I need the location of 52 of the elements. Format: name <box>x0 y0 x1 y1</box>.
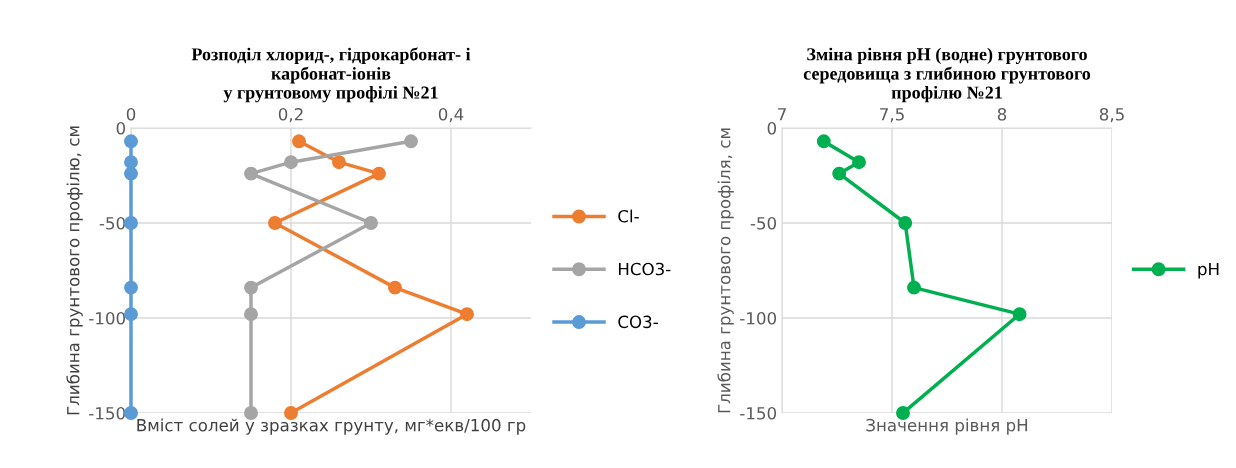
point <box>1012 307 1027 322</box>
point <box>124 280 138 295</box>
legend-label: HCO3- <box>618 262 671 276</box>
point <box>898 216 913 230</box>
legend-label: pH <box>1198 262 1219 279</box>
point <box>832 166 847 181</box>
y-tick-label: -150 <box>89 406 126 420</box>
point <box>284 406 298 420</box>
point <box>268 216 282 230</box>
point <box>124 134 138 149</box>
y-tick-label: 0 <box>116 121 126 135</box>
x-tick-label: 7,5 <box>880 108 904 123</box>
y-tick-label: -50 <box>750 216 777 230</box>
point <box>372 166 386 181</box>
x-tick-label: 8 <box>997 108 1007 121</box>
x-tick-label: 8,5 <box>1099 108 1124 123</box>
point <box>292 134 306 149</box>
x-tick-label: 7 <box>778 108 786 121</box>
point <box>460 307 474 322</box>
x-tick-label: 0 <box>126 108 136 121</box>
x-axis-title: Вміст солей у зразках грунту, мг*екв/100 гр <box>137 418 526 435</box>
point <box>244 166 258 181</box>
point <box>284 155 298 170</box>
point <box>388 280 402 295</box>
point <box>244 307 258 322</box>
point <box>816 134 831 149</box>
legend-label: CO3- <box>618 315 658 329</box>
chart-title: Зміна рівня pH (водне) грунтового середовища з глибиною грунтового профілю №21 <box>803 47 1091 103</box>
point <box>364 216 378 230</box>
point <box>124 216 138 230</box>
x-tick-label: 0,2 <box>278 108 303 123</box>
y-tick-label: -100 <box>89 311 126 325</box>
y-tick-label: -50 <box>99 216 126 230</box>
x-axis-title: Значення рівня pH <box>866 418 1028 435</box>
point <box>852 155 866 170</box>
point <box>244 280 258 295</box>
point <box>124 406 138 420</box>
y-axis-title: Глибина грунтового профілю, см <box>66 126 83 415</box>
point <box>907 280 921 295</box>
y-tick-label: -150 <box>740 406 777 420</box>
point <box>124 166 138 181</box>
point <box>124 307 138 322</box>
legend-label: Cl- <box>618 209 639 223</box>
point <box>124 155 138 170</box>
point <box>404 134 418 149</box>
y-tick-label: 0 <box>767 121 777 135</box>
point <box>332 155 346 170</box>
y-tick-label: -100 <box>740 311 777 325</box>
y-axis-title: Глибина грунтового профіля, см <box>717 128 734 413</box>
chart-title: Розподіл хлорид-, гідрокарбонат- і карбонат-іонів у грунтовому профілі №21 <box>191 47 471 103</box>
point <box>244 406 258 420</box>
x-tick-label: 0,4 <box>438 108 464 123</box>
